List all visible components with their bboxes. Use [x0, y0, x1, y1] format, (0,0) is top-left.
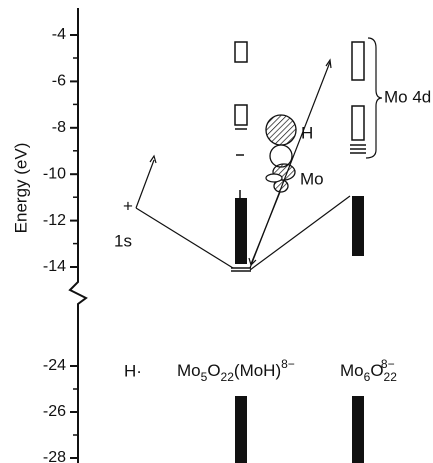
- level-box: [234, 41, 248, 63]
- arrow: [250, 191, 281, 265]
- arrow-head: [248, 257, 257, 267]
- connectors: [135, 58, 351, 271]
- label-part: 22: [384, 370, 398, 384]
- label-part: Mo: [340, 361, 364, 380]
- level-box: [351, 105, 365, 141]
- band-block: [352, 196, 364, 256]
- label-part: O: [207, 361, 220, 380]
- arrow-head: [149, 154, 157, 164]
- col-label: Mo5O22(MoH)8−: [177, 357, 295, 384]
- y-tick-label: -4: [52, 26, 66, 43]
- y-tick-label: -8: [52, 119, 66, 136]
- h-lobe: [265, 114, 297, 146]
- label-part: O: [370, 361, 383, 380]
- label-part: 22: [221, 370, 235, 384]
- label-part: 5: [201, 370, 208, 384]
- y-tick-label: -12: [43, 212, 66, 229]
- y-tick-label: -10: [43, 165, 66, 182]
- connector: [249, 195, 351, 271]
- h-level-label: 1s: [114, 231, 132, 250]
- mid-column: [231, 41, 251, 463]
- orbital-mo-label: Mo: [300, 169, 324, 188]
- y-tick-label: -14: [43, 258, 66, 275]
- band-block: [235, 198, 247, 264]
- band-block: [235, 396, 247, 463]
- y-axis-line: [68, 8, 88, 463]
- label-part: (MoH): [234, 361, 281, 380]
- label-part: 8−: [381, 357, 395, 371]
- y-tick-label: -28: [43, 449, 66, 463]
- y-axis-label: Energy (eV): [11, 143, 30, 234]
- level-box: [351, 41, 365, 81]
- h-level-mark: +: [123, 196, 133, 215]
- arrow-head: [325, 58, 332, 69]
- band-label: Mo 4d: [384, 87, 431, 106]
- y-tick-label: -6: [52, 73, 66, 90]
- mo-lobe: [265, 173, 283, 183]
- label-part: 6: [364, 370, 371, 384]
- level-box: [234, 104, 248, 126]
- orbital: [265, 114, 297, 193]
- connector: [135, 207, 234, 269]
- right-column: [350, 37, 383, 463]
- brace: [365, 37, 383, 159]
- arrow: [135, 159, 155, 209]
- band-block: [352, 396, 364, 463]
- y-tick-label: -24: [43, 357, 66, 374]
- axis: [68, 8, 88, 463]
- col-label: Mo6O228−: [340, 357, 397, 384]
- y-tick-label: -26: [43, 403, 66, 420]
- label-part: 8−: [281, 357, 295, 371]
- label-part: Mo: [177, 361, 201, 380]
- col-label: H·: [124, 361, 142, 380]
